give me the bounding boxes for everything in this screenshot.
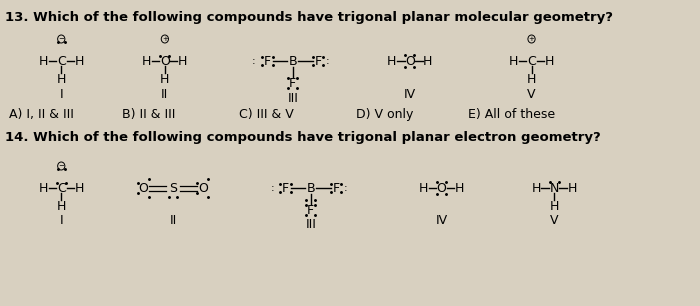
Text: H: H [509, 54, 518, 68]
Text: H: H [57, 200, 66, 212]
Text: II: II [169, 215, 176, 227]
Text: :: : [270, 183, 274, 193]
Text: I: I [60, 88, 63, 100]
Text: V: V [527, 88, 536, 100]
Text: 14. Which of the following compounds have trigonal planar electron geometry?: 14. Which of the following compounds hav… [4, 131, 601, 144]
Text: A) I, II & III: A) I, II & III [9, 107, 74, 121]
Text: H: H [160, 73, 169, 85]
Text: B: B [307, 181, 315, 195]
Text: :: : [326, 56, 330, 66]
Text: H: H [38, 181, 48, 195]
Text: N: N [550, 181, 559, 195]
Text: H: H [527, 73, 536, 85]
Text: +: + [162, 36, 168, 42]
Text: −: − [58, 163, 64, 169]
Text: H: H [178, 54, 188, 68]
Text: III: III [288, 91, 298, 105]
Text: F: F [289, 76, 296, 89]
Text: F: F [282, 181, 289, 195]
Text: +: + [528, 36, 535, 42]
Text: C) III & V: C) III & V [239, 107, 293, 121]
Text: S: S [169, 181, 177, 195]
Text: IV: IV [435, 215, 447, 227]
Text: O: O [198, 181, 208, 195]
Text: H: H [75, 54, 84, 68]
Text: H: H [38, 54, 48, 68]
Text: 13. Which of the following compounds have trigonal planar molecular geometry?: 13. Which of the following compounds hav… [4, 11, 612, 24]
Text: H: H [545, 54, 554, 68]
Text: H: H [568, 181, 577, 195]
Text: B: B [288, 54, 297, 68]
Text: −: − [58, 36, 64, 42]
Text: F: F [307, 203, 314, 217]
Text: :: : [252, 56, 256, 66]
Text: E) All of these: E) All of these [468, 107, 556, 121]
Text: H: H [387, 54, 397, 68]
Text: II: II [161, 88, 169, 100]
Text: O: O [405, 54, 415, 68]
Text: F: F [264, 54, 271, 68]
Text: V: V [550, 215, 559, 227]
Text: H: H [75, 181, 84, 195]
Text: H: H [531, 181, 540, 195]
Text: O: O [437, 181, 447, 195]
Text: C: C [527, 54, 536, 68]
Text: B) II & III: B) II & III [122, 107, 175, 121]
Text: C: C [57, 54, 66, 68]
Text: H: H [550, 200, 559, 212]
Text: H: H [455, 181, 464, 195]
Text: IV: IV [404, 88, 416, 100]
Text: O: O [160, 54, 170, 68]
Text: H: H [57, 73, 66, 85]
Text: F: F [314, 54, 321, 68]
Text: III: III [305, 218, 316, 232]
Text: :: : [344, 183, 348, 193]
Text: H: H [142, 54, 151, 68]
Text: D) V only: D) V only [356, 107, 413, 121]
Text: H: H [424, 54, 433, 68]
Text: I: I [60, 215, 63, 227]
Text: O: O [139, 181, 148, 195]
Text: C: C [57, 181, 66, 195]
Text: H: H [419, 181, 428, 195]
Text: F: F [332, 181, 340, 195]
